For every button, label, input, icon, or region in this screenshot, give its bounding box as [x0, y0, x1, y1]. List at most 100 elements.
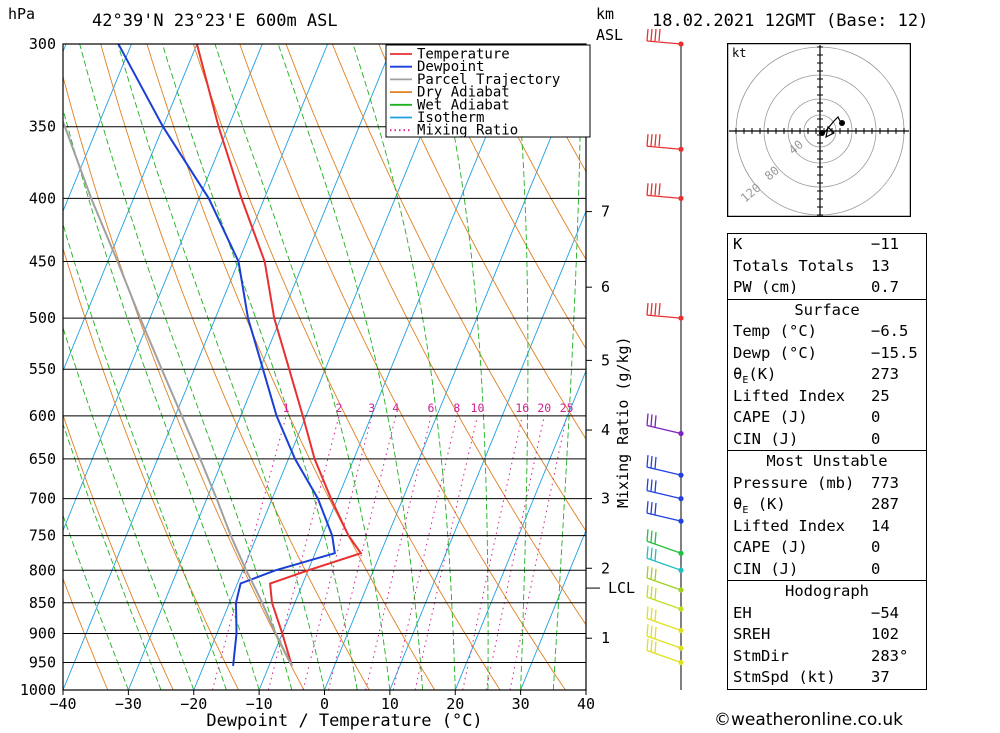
- wet-adiabat-line: [434, 44, 489, 690]
- isotherm-line: [63, 44, 263, 532]
- x-tick-label: −10: [246, 695, 273, 713]
- stat-row: StmDir 283°: [728, 646, 926, 668]
- stat-label: Lifted Index: [733, 386, 845, 405]
- mixing-ratio-label: 25: [560, 401, 574, 415]
- wind-barbs: [646, 28, 684, 690]
- wind-barb-feather: [646, 183, 649, 196]
- stat-value: 273: [871, 365, 899, 383]
- dry-adiabat-line: [285, 44, 586, 626]
- axes: 3003504004505005506006507007508008509009…: [20, 35, 635, 731]
- wind-level-dot: [678, 472, 684, 478]
- x-tick-label: 10: [381, 695, 399, 713]
- stat-label: CIN (J): [733, 559, 799, 578]
- series-dewpoint: [117, 44, 336, 667]
- wind-barb-staff: [646, 596, 682, 610]
- stat-row: CAPE (J) 0: [728, 407, 926, 429]
- mixing-ratio-label: 8: [453, 401, 460, 415]
- wind-barb-staff: [646, 194, 682, 200]
- wind-barb-feather: [658, 303, 661, 316]
- stat-value: 773: [871, 473, 899, 492]
- wind-barb: [646, 134, 684, 152]
- wind-barb-feather: [658, 183, 661, 196]
- pressure-tick-label: 750: [29, 527, 56, 545]
- wind-level-dot: [678, 567, 684, 573]
- stat-label: PW (cm): [733, 278, 799, 296]
- wind-barb: [646, 501, 684, 524]
- height-tick-label: 2: [601, 559, 610, 577]
- stat-label: CAPE (J): [733, 408, 808, 426]
- stat-value: 14: [871, 516, 890, 535]
- wind-barb-feather: [654, 183, 657, 196]
- sounding-series: [63, 44, 363, 667]
- x-tick-label: 40: [577, 695, 595, 713]
- wind-barb: [646, 585, 684, 612]
- wind-barb-feather: [650, 625, 653, 638]
- dry-adiabat-line: [424, 44, 586, 350]
- wind-barb-staff: [646, 540, 682, 554]
- isotherm-line: [63, 44, 198, 372]
- wind-barb-feather: [654, 502, 657, 515]
- wind-barb-feather: [654, 456, 657, 469]
- x-tick-label: −40: [49, 695, 76, 713]
- wind-barb: [646, 183, 684, 201]
- stats-table: K −11 Totals Totals 13 PW (cm) 0.7 Surface Te…: [727, 233, 927, 690]
- wind-barb-feather: [646, 455, 649, 468]
- stat-label: K: [733, 235, 743, 253]
- wind-barb-feather: [650, 607, 653, 620]
- mixing-ratio-label: 20: [537, 401, 551, 415]
- surface-block: Temp (°C) −6.5 Dewp (°C) −15.5 θE(K) 273 Lifte…: [728, 321, 926, 450]
- wind-barb-staff: [646, 617, 682, 632]
- wind-level-dot: [678, 496, 684, 502]
- legend-label: Mixing Ratio: [417, 123, 518, 139]
- dry-adiabat-line: [703, 44, 720, 690]
- isotherm-line: [127, 44, 394, 690]
- mixing-ratio-label: 1: [283, 401, 290, 415]
- stat-label: θE (K): [733, 495, 786, 517]
- pressure-tick-label: 800: [29, 561, 56, 579]
- hpa-axis-title: hPa: [8, 5, 36, 23]
- copyright[interactable]: ©weatheronline.co.uk: [714, 710, 904, 730]
- wind-barb-feather: [654, 303, 657, 316]
- wind-barb: [646, 565, 684, 593]
- mixing-ratio-line: [365, 415, 432, 690]
- mixing-ratio-label: 10: [471, 401, 485, 415]
- legend-label: Wet Adiabat: [417, 97, 510, 113]
- lcl-label: LCL: [608, 579, 635, 597]
- pressure-tick-label: 700: [29, 490, 56, 508]
- wind-level-dot: [678, 195, 684, 201]
- legend-label: Parcel Trajectory: [417, 72, 560, 88]
- pressure-tick-label: 850: [29, 594, 56, 612]
- pressure-tick-label: 600: [29, 407, 56, 425]
- wind-level-dot: [678, 146, 684, 152]
- dry-adiabat-line: [63, 577, 109, 690]
- series-parcel-trajectory: [63, 119, 293, 667]
- storm-motion-marker: [825, 125, 836, 139]
- wet-adiabat-line: [352, 44, 456, 690]
- legend-box: [385, 44, 591, 138]
- mixing-ratio-label: 4: [392, 401, 399, 415]
- stat-label: CIN (J): [733, 429, 799, 448]
- wind-barb: [646, 529, 684, 556]
- wind-barb-feather: [646, 624, 649, 637]
- wind-barb-staff: [646, 40, 682, 45]
- stat-label: Lifted Index: [733, 516, 845, 535]
- stat-row: SREH 102: [728, 624, 926, 646]
- stat-value: 25: [871, 386, 890, 405]
- wind-barb-feather: [654, 28, 657, 42]
- wind-level-dot: [678, 315, 684, 321]
- location-title: 42°39'N 23°23'E 600m ASL: [92, 11, 338, 31]
- stat-row: K −11: [728, 234, 926, 256]
- most-unstable-block: Pressure (mb) 773 θE (K) 287 Lifted Index 14 C…: [728, 473, 926, 581]
- height-tick-label: 5: [601, 351, 610, 369]
- wind-barb-staff: [646, 557, 682, 571]
- height-tick-label: 7: [601, 203, 610, 221]
- x-tick-label: 20: [446, 695, 464, 713]
- stat-value: 283°: [871, 646, 909, 665]
- pressure-tick-label: 350: [29, 118, 56, 136]
- stat-label: Totals Totals: [733, 256, 855, 275]
- surface-title: Surface: [794, 300, 860, 319]
- wind-barb-feather: [646, 606, 649, 619]
- stat-value: 13: [871, 256, 890, 275]
- stat-row: StmSpd (kt) 37: [728, 667, 926, 689]
